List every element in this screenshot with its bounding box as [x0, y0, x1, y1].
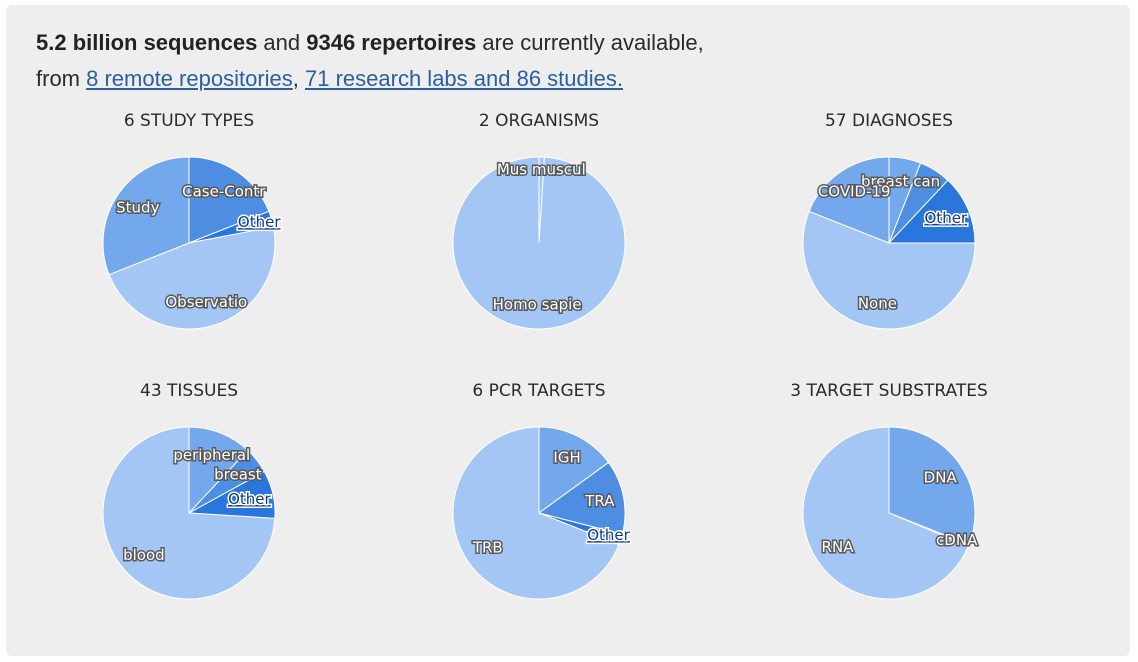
pie-slice-dna[interactable] — [888, 426, 976, 546]
chart-pcr-targets: 6 PCR TARGETS IGH TRA Other TRB — [369, 381, 709, 631]
summary-from: from — [36, 66, 87, 91]
slice-label-mus-muscul: Mus muscul — [497, 160, 586, 178]
chart-title: 43 TISSUES — [140, 381, 238, 401]
pie-svg: IGH TRA Other TRB — [452, 426, 632, 600]
slice-label-other[interactable]: Other — [923, 207, 969, 228]
slice-label-peripheral: peripheral — [173, 446, 250, 464]
slice-label-breast: breast — [214, 466, 262, 484]
pie-slice-igh[interactable] — [538, 426, 610, 514]
slice-label-covid-19: COVID-19 — [818, 182, 891, 200]
slice-label-igh: IGH — [553, 448, 580, 466]
chart-title: 2 ORGANISMS — [478, 111, 600, 131]
pie-slice-homo-sapie[interactable] — [452, 156, 626, 330]
slice-label-observatio: Observatio — [165, 293, 247, 311]
pie-slice-trb[interactable] — [452, 426, 620, 600]
chart-study-types: 6 STUDY TYPES Case-Contr Other Observatio S… — [19, 111, 359, 361]
slice-label-none: None — [858, 294, 897, 312]
pie-slice-none[interactable] — [802, 210, 976, 330]
sequence-count: 5.2 billion sequences — [36, 30, 258, 55]
chart-title: 3 TARGET SUBSTRATES — [790, 381, 988, 401]
slice-label-other[interactable]: Other — [227, 489, 273, 510]
labs-studies-link[interactable]: 71 research labs and 86 studies. — [305, 66, 623, 91]
pie-slice-peripheral[interactable] — [188, 426, 249, 515]
slice-label-other[interactable]: Other — [586, 525, 632, 546]
pie-slice-blood[interactable] — [102, 426, 276, 600]
slice-label-cdna: cDNA — [936, 531, 978, 549]
chart-title: 57 DIAGNOSES — [824, 111, 954, 131]
slice-label-blood: blood — [123, 546, 165, 564]
pie-slice-other[interactable] — [887, 179, 976, 244]
slice-label-study: Study — [116, 199, 159, 217]
slice-label-dna: DNA — [924, 469, 958, 487]
slice-label-other[interactable]: Other — [236, 212, 282, 233]
summary-available: are currently available, — [476, 30, 704, 55]
chart-title: 6 PCR TARGETS — [472, 381, 606, 401]
slice-label-case-contr: Case-Contr — [182, 182, 266, 200]
chart-title: 6 STUDY TYPES — [123, 111, 255, 131]
pie-slice-observatio[interactable] — [108, 226, 276, 330]
chart-tissues: 43 TISSUES peripheral breast Other blood — [19, 381, 359, 631]
slice-label-trb: TRB — [472, 538, 503, 556]
pie-svg: peripheral breast Other blood — [102, 426, 276, 600]
slice-label-breast-can: breast can — [861, 173, 940, 191]
summary-text: 5.2 billion sequences and 9346 repertoir… — [36, 25, 704, 97]
repositories-link[interactable]: 8 remote repositories — [86, 66, 293, 91]
slice-label-rna: RNA — [822, 538, 855, 556]
slice-label-homo-sapie: Homo sapie — [493, 295, 582, 313]
pie-slice-tra[interactable] — [537, 461, 626, 535]
slice-label-tra: TRA — [584, 492, 615, 510]
pie-svg: Mus muscul Homo sapie — [452, 156, 626, 330]
pie-slice-study[interactable] — [102, 156, 190, 276]
pie-slice-rna[interactable] — [802, 426, 970, 600]
repertoire-count: 9346 repertoires — [306, 30, 477, 55]
pie-svg: DNA cDNA RNA — [802, 426, 980, 600]
summary-and: and — [257, 30, 307, 55]
pie-slice-covid-19[interactable] — [808, 156, 890, 244]
chart-organisms: 2 ORGANISMS Mus muscul Homo sapie — [369, 111, 709, 361]
chart-target-substrates: 3 TARGET SUBSTRATES DNA cDNA RNA — [719, 381, 1059, 631]
chart-diagnoses: 57 DIAGNOSES breast can Other None COVID-19 — [719, 111, 1059, 361]
stats-panel: 5.2 billion sequences and 9346 repertoir… — [6, 5, 1130, 656]
pie-svg: Case-Contr Other Observatio Study — [102, 156, 283, 330]
pie-svg: breast can Other None COVID-19 — [802, 156, 976, 330]
pie-slice-case-contr[interactable] — [188, 156, 270, 244]
summary-comma: , — [292, 66, 306, 91]
